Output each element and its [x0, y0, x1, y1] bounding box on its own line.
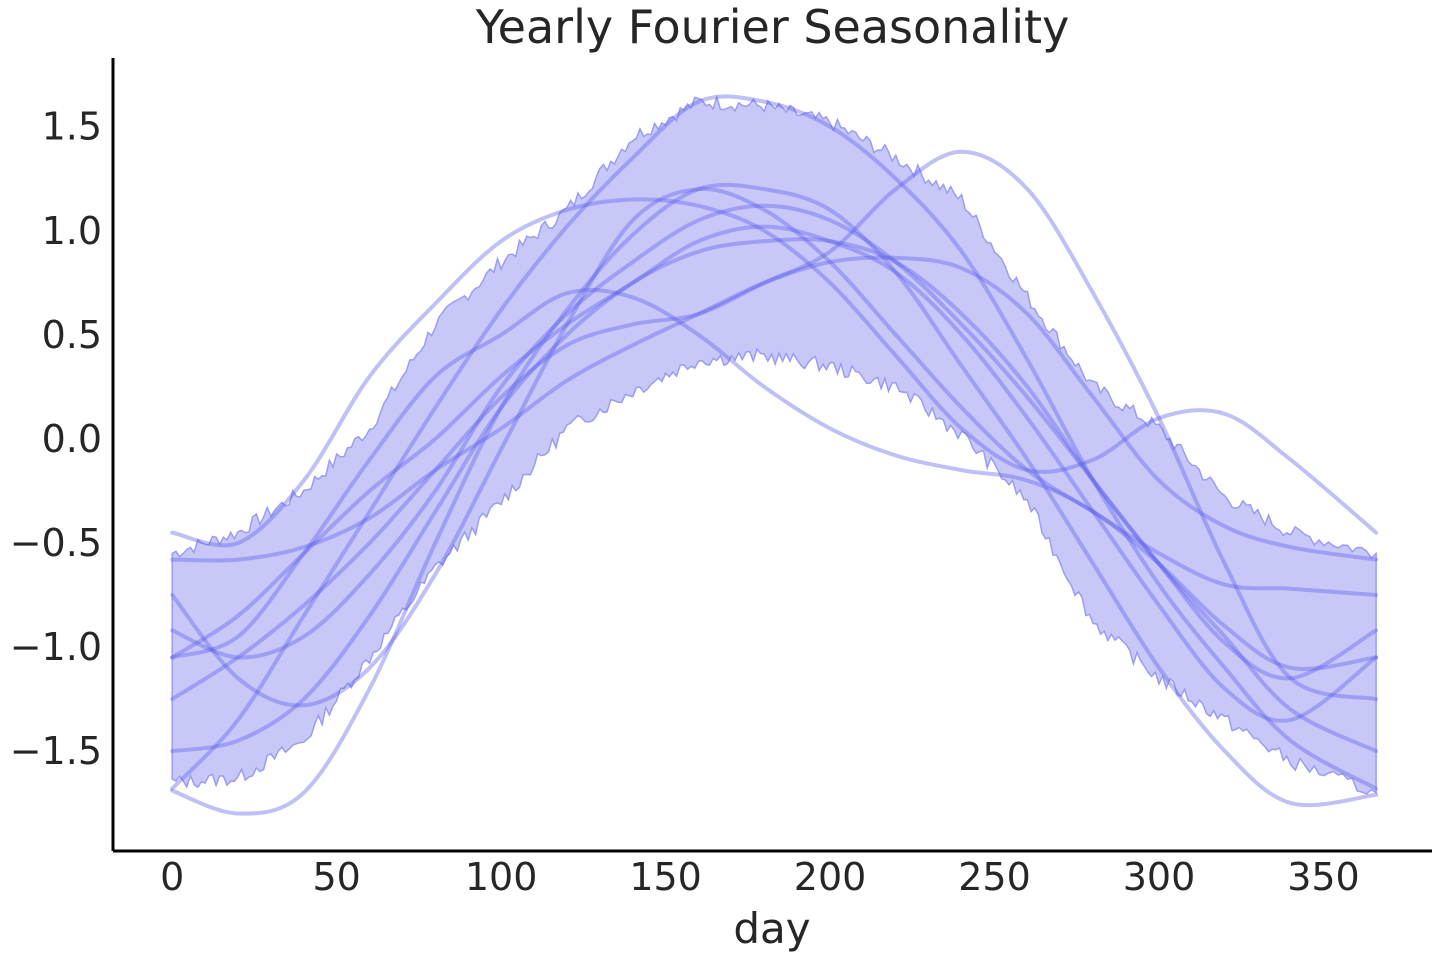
y-tick-label: −1.5	[10, 729, 102, 773]
series-line-2	[170, 197, 1379, 548]
series-line-9	[170, 237, 1379, 754]
y-tick-label: 1.5	[42, 105, 102, 149]
series-line-8	[170, 203, 1379, 681]
x-tick-label: 250	[958, 855, 1031, 899]
x-tick-label: 200	[794, 855, 867, 899]
series-line-1	[170, 182, 1379, 816]
y-tick-labels: 1.5 1.0 0.5 0.0 −0.5 −1.0 −1.5	[10, 105, 102, 773]
x-tick-label: 150	[629, 855, 702, 899]
chart-title: Yearly Fourier Seasonality	[475, 0, 1070, 54]
uncertainty-band	[171, 94, 1377, 795]
series-lines-layer	[170, 94, 1379, 816]
x-tick-labels: 0 50 100 150 200 250 300 350	[160, 855, 1360, 899]
y-tick-label: 0.0	[42, 417, 102, 461]
uncertainty-band-layer	[171, 94, 1377, 795]
y-tick-label: 0.5	[42, 313, 102, 357]
series-line-6	[170, 149, 1379, 702]
x-tick-label: 50	[312, 855, 360, 899]
x-tick-label: 100	[465, 855, 538, 899]
series-line-4	[170, 94, 1379, 791]
series-line-7	[170, 255, 1379, 563]
series-line-10	[170, 224, 1379, 723]
x-axis-label: day	[733, 904, 810, 953]
series-line-5	[170, 186, 1379, 708]
series-line-3	[170, 287, 1379, 671]
x-tick-label: 0	[160, 855, 184, 899]
x-tick-label: 350	[1287, 855, 1360, 899]
y-tick-label: −0.5	[10, 521, 102, 565]
y-tick-label: 1.0	[42, 209, 102, 253]
y-tick-label: −1.0	[10, 625, 102, 669]
x-tick-label: 300	[1123, 855, 1196, 899]
